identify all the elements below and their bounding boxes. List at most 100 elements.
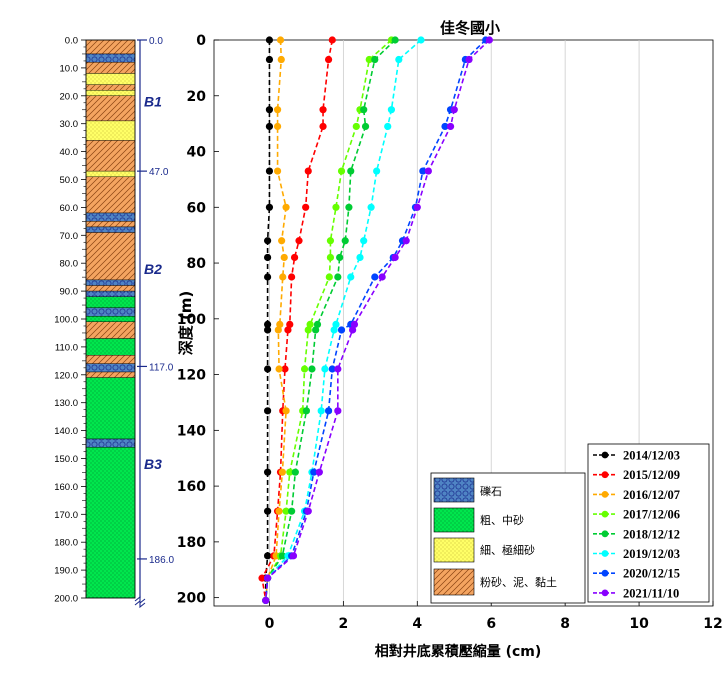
data-point <box>337 167 346 175</box>
data-point <box>384 122 392 131</box>
strata-layer-gravel <box>85 226 136 233</box>
data-point <box>265 203 274 211</box>
strata-layer-gravel <box>85 53 136 63</box>
data-point <box>360 237 368 245</box>
data-point <box>341 237 349 245</box>
x-tick-label: 6 <box>486 616 496 632</box>
data-point <box>365 55 373 64</box>
strata-depth-tick-label: 110.0 <box>55 342 78 353</box>
legend-marker <box>601 510 609 518</box>
data-point <box>391 36 399 44</box>
data-point <box>290 253 299 262</box>
data-point <box>304 507 312 515</box>
data-point <box>278 468 286 476</box>
data-point <box>334 273 342 281</box>
legend-marker <box>601 451 609 459</box>
data-point <box>263 507 272 515</box>
data-point <box>300 365 309 373</box>
data-point <box>262 596 270 605</box>
series-layer <box>258 36 493 605</box>
legend-label-coarse-sand: 粗、中砂 <box>480 514 524 527</box>
boundary-label: 186.0 <box>149 555 174 566</box>
x-axis-ticks: 0 2 4 6 8 10 12 <box>265 601 723 632</box>
strata-depth-axis: 0.0 10.0 20.0 30.0 40.0 50.0 60.0 70.0 80.0 90.0 1… <box>54 36 86 605</box>
strata-depth-tick-label: 50.0 <box>60 175 79 186</box>
data-point <box>312 326 320 334</box>
data-point <box>273 106 282 114</box>
compaction-chart: 0 2 4 6 8 10 12 0 20 40 60 80 100 120 140 160 180 200 佳冬… <box>177 19 723 660</box>
boundary-label: 0.0 <box>149 36 163 47</box>
x-tick-label: 10 <box>629 616 649 632</box>
data-point <box>321 365 329 373</box>
series-2021-11-10 <box>262 36 493 605</box>
strata-layer-silt-clay <box>85 176 136 214</box>
data-point <box>326 253 335 262</box>
legend-swatch-gravel <box>433 477 475 503</box>
data-point <box>265 106 274 114</box>
legend-label: 2020/12/15 <box>623 567 680 581</box>
data-point <box>313 320 322 328</box>
data-point <box>361 122 370 131</box>
strata-depth-tick-label: 30.0 <box>60 119 79 130</box>
material-legend: 礫石 粗、中砂 細、極細砂 粉砂、泥、黏土 <box>430 472 586 604</box>
data-point <box>356 253 364 262</box>
legend-marker <box>601 550 609 557</box>
data-point <box>288 273 296 281</box>
legend-swatch-coarse-sand <box>433 507 475 533</box>
chart-title: 佳冬國小 <box>440 19 500 37</box>
x-tick-label: 8 <box>560 616 570 632</box>
x-tick-label: 2 <box>338 616 348 632</box>
strata-layer-fine-sand <box>85 170 136 177</box>
strata-layer-silt-clay <box>85 95 136 122</box>
data-point <box>485 36 493 44</box>
data-point <box>347 167 355 175</box>
aquifer-label-b2: B2 <box>144 261 162 277</box>
y-tick-label: 80 <box>187 256 207 272</box>
data-point <box>330 326 338 334</box>
data-point <box>282 203 290 211</box>
data-point <box>258 574 266 582</box>
data-point <box>263 552 272 560</box>
data-point <box>419 167 427 175</box>
strata-depth-tick-label: 190.0 <box>54 566 78 577</box>
strata-layers <box>85 39 136 599</box>
data-point <box>263 574 272 582</box>
data-point <box>265 122 274 131</box>
strata-depth-tick-label: 80.0 <box>60 259 79 270</box>
data-point <box>304 167 312 175</box>
x-tick-label: 4 <box>412 616 422 632</box>
strata-depth-tick-label: 70.0 <box>60 231 79 242</box>
data-point <box>302 407 311 415</box>
data-point <box>334 365 342 373</box>
data-point <box>263 253 272 262</box>
legend-marker <box>601 471 609 479</box>
data-point <box>395 55 403 64</box>
strata-depth-tick-label: 100.0 <box>54 315 78 326</box>
data-point <box>345 203 353 211</box>
series-line <box>264 39 422 601</box>
y-tick-label: 20 <box>187 89 207 105</box>
strata-layer-gravel <box>85 438 136 448</box>
data-point <box>278 237 286 245</box>
data-point <box>324 55 333 64</box>
y-axis-label: 深度 (m) <box>177 291 195 356</box>
strata-layer-coarse-sand <box>85 316 136 322</box>
strata-layer-gravel <box>85 290 136 297</box>
strata-depth-tick-label: 20.0 <box>60 91 79 102</box>
legend-marker <box>601 589 609 597</box>
data-point <box>371 273 379 281</box>
data-point <box>402 237 410 245</box>
data-point <box>289 552 298 560</box>
data-point <box>282 407 290 415</box>
strata-depth-tick-label: 180.0 <box>54 538 78 549</box>
data-point <box>325 273 333 281</box>
strata-layer-silt-clay <box>85 221 136 228</box>
data-point <box>371 55 379 64</box>
series-legend: 2014/12/03 2015/12/09 2016/12/07 2017/12/06… <box>587 443 710 603</box>
data-point <box>334 407 342 415</box>
legend-label-gravel: 礫石 <box>480 484 502 498</box>
strata-depth-tick-label: 90.0 <box>60 287 79 298</box>
boundary-label: 117.0 <box>149 362 174 373</box>
strata-boundary-axis: 0.0 47.0 117.0 186.0 <box>134 36 174 609</box>
